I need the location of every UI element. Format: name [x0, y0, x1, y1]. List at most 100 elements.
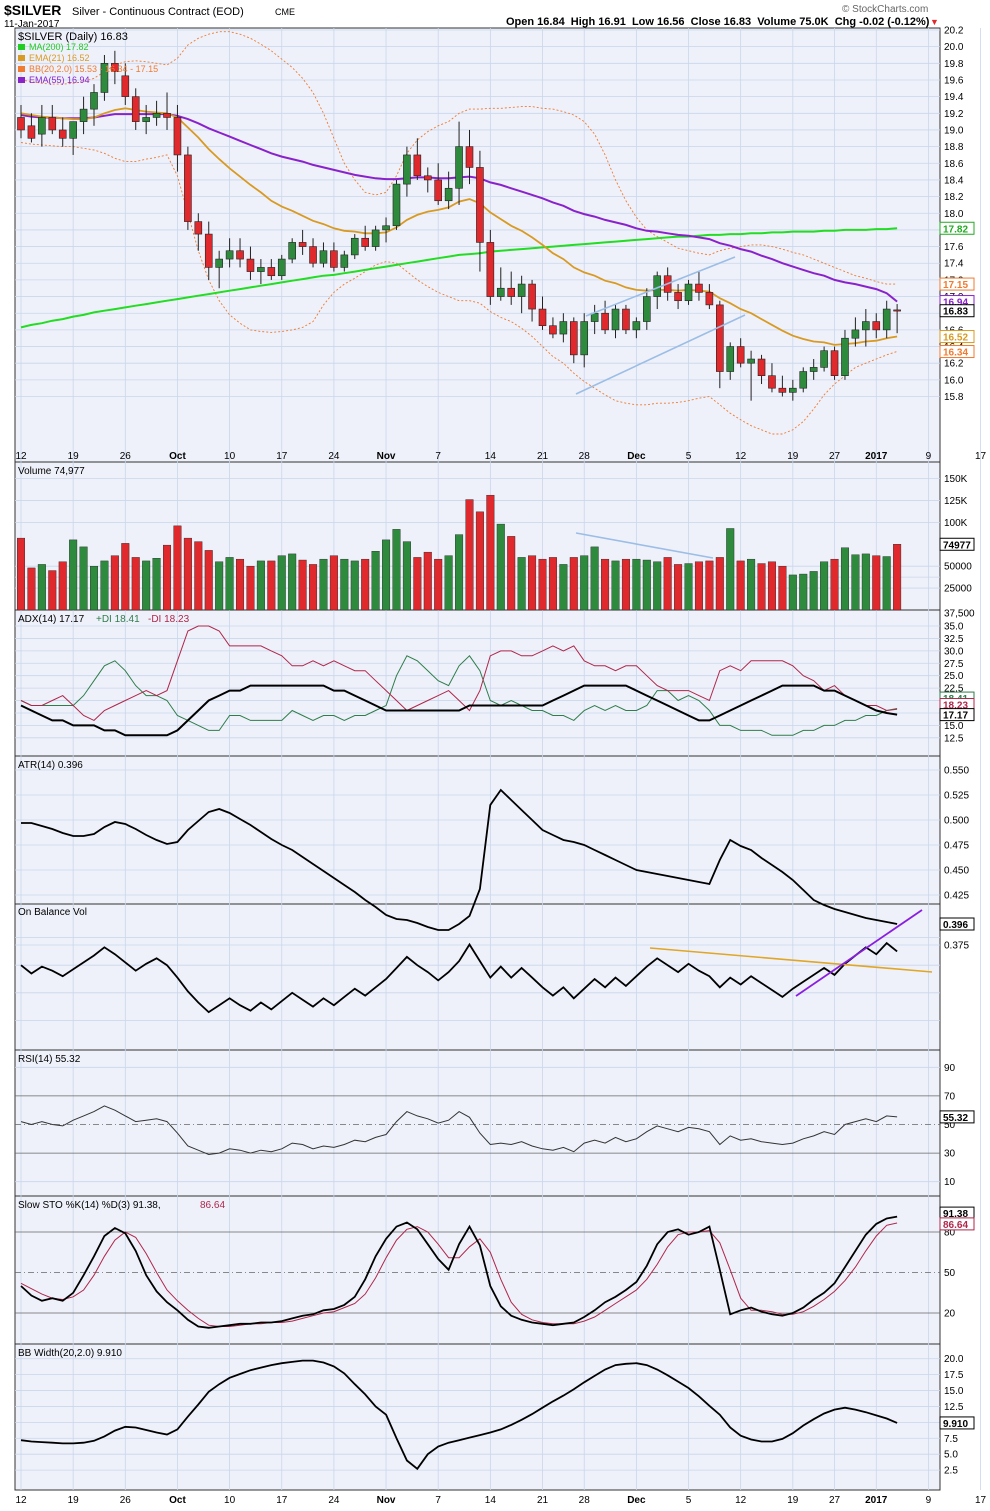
price-axis-tick-label: 18.8 — [944, 142, 964, 153]
price-value-label-box — [939, 221, 975, 235]
legend-ma200: MA(200) 17.82 — [29, 42, 89, 52]
volume-bar-up — [840, 547, 849, 611]
volume-axis-tick-label: 125K — [944, 496, 968, 507]
volume-axis-tick-label: 25000 — [944, 584, 972, 595]
candle-down — [48, 117, 57, 131]
bbw-axis-tick-label: 7.5 — [944, 1434, 958, 1445]
volume-bar-up — [684, 563, 693, 611]
x-axis-tick-label: 12 — [15, 451, 27, 462]
price-axis-tick-label: 18.4 — [944, 175, 964, 186]
volume-bar-up — [517, 557, 526, 611]
volume-value-label: 74977 — [943, 540, 971, 551]
candle-up — [517, 283, 526, 297]
price-axis-tick-label: 16.2 — [944, 359, 964, 370]
volume-bar-down — [663, 557, 672, 611]
rsi-value-box — [939, 1110, 975, 1124]
candle-up — [350, 237, 359, 256]
sto-k-value: 91.38 — [943, 1209, 968, 1220]
candle-down — [476, 167, 484, 243]
sto-d-value: 86.64 — [943, 1220, 968, 1231]
price-value-label-box — [939, 304, 975, 318]
candle-up — [789, 387, 797, 393]
candle-down — [298, 242, 307, 247]
sto-d-title: 86.64 — [200, 1200, 225, 1211]
x-axis-tick-label: 27 — [829, 451, 841, 462]
volume-bar-up — [142, 560, 151, 611]
x-axis-tick-label: 28 — [579, 451, 591, 462]
price-value-label: 16.52 — [943, 333, 968, 344]
adx-panel-title: ADX(14) 17.17 — [18, 614, 85, 625]
x-axis-tick-label-bottom: 12 — [15, 1495, 27, 1506]
candle-down — [569, 321, 578, 356]
volume-bar-up — [256, 560, 265, 611]
volume-bar-down — [736, 560, 745, 611]
x-axis-tick-label-bottom: 7 — [435, 1495, 441, 1506]
volume-axis-tick-label: 37,500 — [944, 609, 975, 620]
volume-bar-down — [246, 565, 255, 611]
candle-up — [38, 117, 46, 135]
candle-up — [590, 312, 599, 322]
volume-bar-up — [632, 558, 641, 611]
price-panel-title: $SILVER (Daily) 16.83 — [18, 31, 128, 43]
candle-down — [434, 179, 443, 202]
bb-upper-line — [20, 31, 898, 285]
sto-axis-tick-label: 20 — [944, 1309, 956, 1320]
candle-down — [204, 233, 213, 268]
sto-panel — [14, 1195, 941, 1345]
candle-down — [768, 375, 776, 389]
candle-up — [559, 321, 568, 335]
candle-down — [423, 175, 432, 181]
sto-panel-title: Slow STO %K(14) %D(3) 91.38, — [18, 1200, 161, 1211]
atr-panel-title: ATR(14) 0.396 — [18, 760, 83, 771]
price-axis-tick-label: 19.0 — [944, 125, 964, 136]
legend-bb: BB(20,2.0) 15.53 - 16.34 - 17.15 — [29, 64, 158, 74]
x-axis-tick-label: 7 — [435, 451, 441, 462]
volume-bar-up — [371, 551, 380, 611]
candle-up — [580, 321, 589, 356]
candle-up — [225, 250, 234, 260]
atr-panel — [14, 755, 941, 905]
price-axis-tick-label: 18.0 — [944, 209, 964, 220]
chart-date: 11-Jan-2017 — [4, 19, 60, 30]
x-axis-tick-label: 14 — [485, 451, 497, 462]
chg-down-icon: ▼ — [930, 17, 939, 27]
x-axis-tick-label: 5 — [686, 451, 692, 462]
candle-down — [465, 146, 474, 168]
volume-bar-down — [830, 558, 839, 611]
rsi-axis-tick-label: 30 — [944, 1149, 956, 1160]
volume-bar-up — [288, 553, 297, 611]
candle-up — [642, 296, 651, 322]
candle-down — [111, 63, 119, 72]
volume-bar-up — [455, 534, 464, 611]
adx-axis-tick-label: 27.5 — [944, 659, 964, 670]
rsi-panel-title: RSI(14) 55.32 — [18, 1054, 81, 1065]
volume-bar-up — [820, 561, 829, 611]
x-axis-tick-label: 21 — [537, 451, 549, 462]
x-axis-tick-label-bottom: 9 — [926, 1495, 932, 1506]
price-value-label: 16.34 — [943, 348, 968, 359]
bb-lower-line — [20, 142, 898, 435]
obv-support-line — [795, 909, 923, 997]
bbw-axis-tick-label: 20.0 — [944, 1354, 964, 1365]
candle-up — [403, 154, 411, 185]
adx-pdi-line — [20, 655, 898, 736]
candle-down — [330, 250, 338, 268]
candle-up — [851, 329, 860, 339]
volume-bar-down — [538, 558, 547, 611]
sto-axis-tick-label: 80 — [944, 1228, 956, 1239]
candle-up — [496, 287, 505, 297]
bbw-panel — [14, 1343, 941, 1491]
candle-up — [726, 346, 735, 372]
rsi-value: 55.32 — [943, 1113, 968, 1124]
volume-bar-down — [548, 557, 557, 611]
volume-bar-down — [204, 550, 213, 611]
bbw-axis-tick-label: 2.5 — [944, 1466, 958, 1477]
x-axis-tick-label-bottom: 17 — [975, 1495, 987, 1506]
volume-bar-up — [382, 539, 391, 611]
bbw-panel-title: BB Width(20,2.0) 9.910 — [18, 1348, 122, 1359]
x-axis-tick-label: 12 — [735, 451, 747, 462]
volume-bar-down — [507, 536, 516, 611]
volume-bar-down — [329, 555, 338, 611]
bbw-value-box — [939, 1416, 975, 1430]
